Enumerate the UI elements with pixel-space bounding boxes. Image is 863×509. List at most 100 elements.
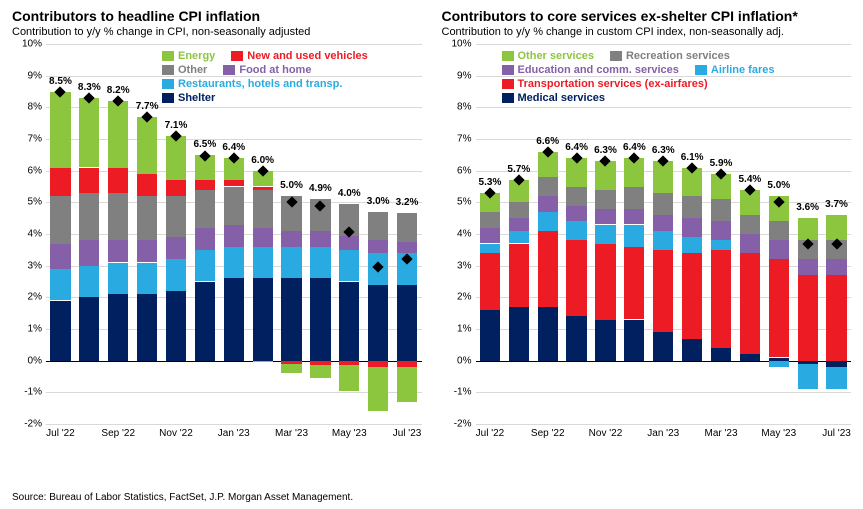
bar-segment-education <box>769 240 789 259</box>
bar-segment-vehicles <box>224 180 244 186</box>
y-axis-label: 0% <box>28 355 46 366</box>
bar-total-label: 5.0% <box>767 180 790 191</box>
bar-segment-education <box>538 196 558 212</box>
bar-segment-medical <box>624 320 644 361</box>
bar-segment-airline <box>653 231 673 250</box>
bar-column <box>826 44 846 424</box>
bar-segment-transport <box>682 253 702 339</box>
bar-column <box>397 44 417 424</box>
x-axis-label: Sep '22 <box>101 428 135 439</box>
bar-segment-foodhome <box>224 225 244 247</box>
x-axis-label: Nov '22 <box>589 428 623 439</box>
bar-segment-airline <box>711 240 731 250</box>
y-axis-label: 5% <box>28 197 46 208</box>
y-axis-label: 5% <box>457 197 475 208</box>
bar-total-label: 5.3% <box>479 177 502 188</box>
bar-segment-restaurants <box>79 266 99 298</box>
bar-total-label: 5.9% <box>710 158 733 169</box>
bar-segment-medical <box>711 348 731 361</box>
legend-label: New and used vehicles <box>247 50 367 62</box>
bar-segment-foodhome <box>368 240 388 253</box>
bar-segment-restaurants <box>50 269 70 301</box>
bar-segment-recreation <box>509 202 529 218</box>
legend-swatch <box>162 93 174 103</box>
legend-label: Other <box>178 64 207 76</box>
bar-segment-education <box>826 259 846 275</box>
bar-segment-airline <box>826 367 846 389</box>
chart-title: Contributors to headline CPI inflation <box>12 8 422 24</box>
bar-total-label: 3.7% <box>825 199 848 210</box>
y-axis-label: 4% <box>28 229 46 240</box>
bar-segment-medical <box>538 307 558 361</box>
y-axis-label: 6% <box>457 165 475 176</box>
headline-cpi-chart: Contributors to headline CPI inflation C… <box>12 8 422 424</box>
y-axis-label: 10% <box>22 39 46 50</box>
bar-total-label: 5.7% <box>507 164 530 175</box>
y-axis-label: 7% <box>28 134 46 145</box>
core-services-cpi-chart: Contributors to core services ex-shelter… <box>442 8 852 424</box>
source-text: Source: Bureau of Labor Statistics, Fact… <box>12 492 353 503</box>
bar-segment-restaurants <box>195 250 215 282</box>
bar-segment-foodhome <box>50 244 70 269</box>
bar-column <box>798 44 818 424</box>
gridline <box>476 424 852 425</box>
bar-segment-education <box>653 215 673 231</box>
bar-column <box>480 44 500 424</box>
bar-segment-transport <box>740 253 760 354</box>
bar-total-label: 7.7% <box>136 101 159 112</box>
bar-segment-transport <box>509 244 529 307</box>
bar-segment-airline <box>798 364 818 389</box>
bar-segment-recreation <box>769 221 789 240</box>
bar-segment-medical <box>509 307 529 361</box>
bar-column <box>50 44 70 424</box>
bar-segment-other <box>798 218 818 240</box>
x-axis-label: Mar '23 <box>704 428 737 439</box>
bar-total-label: 6.4% <box>623 142 646 153</box>
bar-segment-energy <box>79 98 99 168</box>
legend-swatch <box>502 51 514 61</box>
y-axis-label: 1% <box>28 324 46 335</box>
bar-total-label: 8.2% <box>107 85 130 96</box>
bar-segment-education <box>624 209 644 225</box>
bar-segment-shelter <box>50 301 70 361</box>
bar-segment-foodhome <box>137 240 157 262</box>
bar-segment-shelter <box>253 278 273 360</box>
y-axis-label: -1% <box>454 387 476 398</box>
bar-segment-transport <box>826 275 846 361</box>
bar-total-label: 7.1% <box>165 120 188 131</box>
bar-segment-airline <box>595 225 615 244</box>
x-axis-label: Jul '22 <box>476 428 505 439</box>
bar-segment-foodhome <box>79 240 99 265</box>
legend-swatch <box>162 51 174 61</box>
bar-segment-vehicles <box>195 180 215 190</box>
bar-total-label: 3.6% <box>796 202 819 213</box>
bar-segment-recreation <box>480 212 500 228</box>
y-axis-label: 2% <box>28 292 46 303</box>
legend-label: Restaurants, hotels and transp. <box>178 78 342 90</box>
legend-label: Recreation services <box>626 50 730 62</box>
bar-segment-other <box>826 215 846 240</box>
bar-segment-vehicles <box>50 168 70 197</box>
bar-segment-energy <box>281 364 301 374</box>
legend-swatch <box>502 79 514 89</box>
y-axis-label: 6% <box>28 165 46 176</box>
bar-segment-recreation <box>624 187 644 209</box>
bar-segment-shelter <box>195 282 215 361</box>
bar-segment-vehicles <box>253 187 273 190</box>
legend-label: Education and comm. services <box>518 64 679 76</box>
legend-swatch <box>162 65 174 75</box>
bar-segment-medical <box>566 316 586 360</box>
bar-segment-other <box>368 212 388 241</box>
bar-segment-medical <box>595 320 615 361</box>
bar-segment-medical <box>740 354 760 360</box>
y-axis-label: 3% <box>457 260 475 271</box>
bar-segment-energy <box>253 361 273 363</box>
bar-segment-vehicles <box>166 180 186 196</box>
bar-segment-shelter <box>166 291 186 361</box>
bar-segment-education <box>682 218 702 237</box>
bar-segment-airline <box>624 225 644 247</box>
bar-segment-other <box>137 196 157 240</box>
bar-segment-recreation <box>653 193 673 215</box>
bar-segment-restaurants <box>224 247 244 279</box>
bar-segment-other <box>224 187 244 225</box>
